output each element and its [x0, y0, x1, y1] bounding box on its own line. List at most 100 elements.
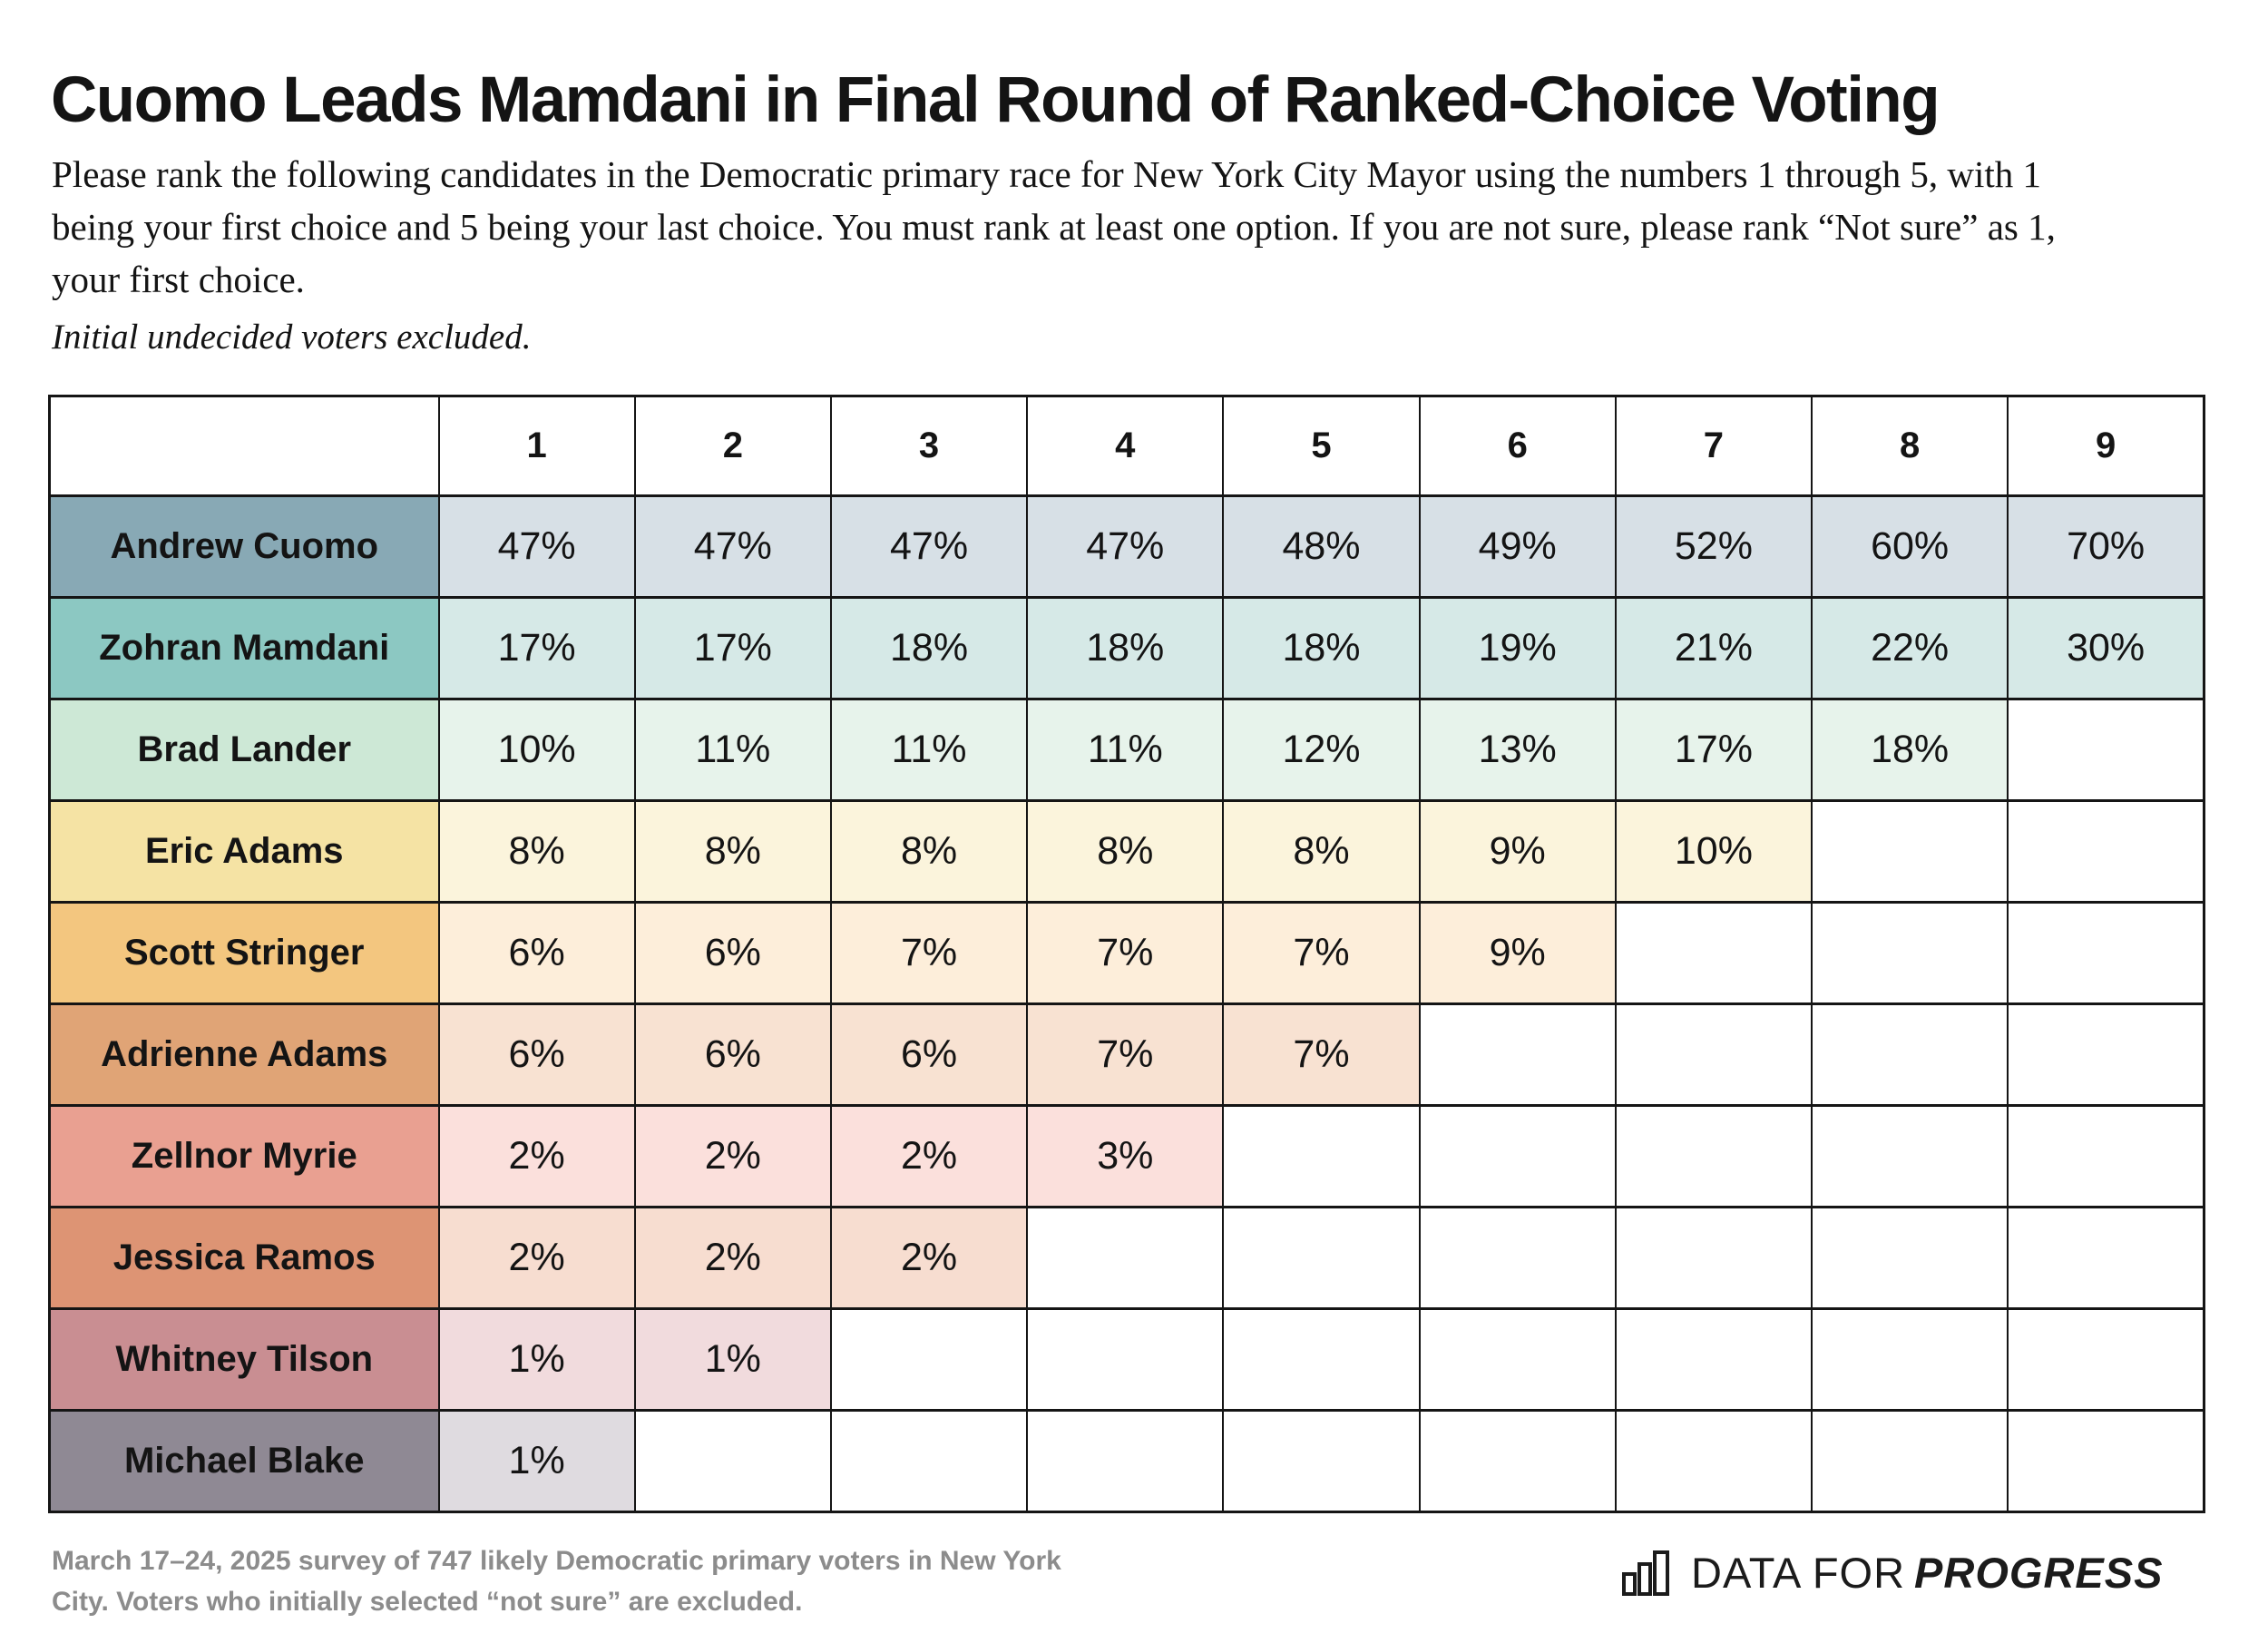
round-column-header: 2 — [633, 395, 832, 497]
candidate-row: Scott Stringer 6% 6% 7% 7% 7% 9% — [48, 901, 2205, 1005]
value-cell — [1614, 1409, 1813, 1513]
value-cell: 18% — [1811, 698, 2009, 802]
value-cell: 10% — [1614, 799, 1813, 904]
value-cell — [1418, 1002, 1617, 1107]
value-cell — [2007, 799, 2205, 904]
value-cell — [2007, 698, 2205, 802]
value-cell — [1811, 799, 2009, 904]
value-cell: 1% — [437, 1307, 636, 1412]
candidate-row: Zohran Mamdani 17% 17% 18% 18% 18% 19% 21% 22% 30… — [48, 596, 2205, 700]
round-column-header: 7 — [1614, 395, 1813, 497]
value-cell: 60% — [1811, 494, 2009, 599]
round-column-header: 8 — [1811, 395, 2009, 497]
round-column-header: 3 — [829, 395, 1029, 497]
value-cell: 2% — [633, 1104, 832, 1208]
value-cell: 7% — [829, 901, 1029, 1005]
value-cell: 52% — [1614, 494, 1813, 599]
round-column-header: 6 — [1418, 395, 1617, 497]
value-cell — [1811, 1409, 2009, 1513]
candidate-name-cell: Michael Blake — [48, 1409, 440, 1513]
candidate-row: Eric Adams 8% 8% 8% 8% 8% 9% 10% — [48, 799, 2205, 904]
value-cell: 19% — [1418, 596, 1617, 700]
candidate-name-cell: Zohran Mamdani — [48, 596, 440, 700]
value-cell — [1418, 1409, 1617, 1513]
value-cell: 22% — [1811, 596, 2009, 700]
value-cell — [1811, 1104, 2009, 1208]
value-cell: 11% — [1026, 698, 1225, 802]
value-cell — [2007, 1002, 2205, 1107]
value-cell: 10% — [437, 698, 636, 802]
candidate-row: Whitney Tilson 1% 1% — [48, 1307, 2205, 1412]
value-cell: 48% — [1222, 494, 1421, 599]
value-cell — [1026, 1409, 1225, 1513]
corner-cell — [48, 395, 440, 497]
value-cell — [1614, 1206, 1813, 1310]
value-cell: 7% — [1222, 901, 1421, 1005]
value-cell — [2007, 1307, 2205, 1412]
value-cell: 1% — [633, 1307, 832, 1412]
value-cell — [2007, 1104, 2205, 1208]
value-cell: 12% — [1222, 698, 1421, 802]
value-cell — [1614, 901, 1813, 1005]
value-cell — [1614, 1002, 1813, 1107]
value-cell: 8% — [1026, 799, 1225, 904]
candidate-name-cell: Adrienne Adams — [48, 1002, 440, 1107]
value-cell: 47% — [633, 494, 832, 599]
value-cell — [1811, 901, 2009, 1005]
value-cell: 2% — [437, 1206, 636, 1310]
value-cell — [1222, 1409, 1421, 1513]
value-cell: 2% — [829, 1104, 1029, 1208]
candidate-name-cell: Scott Stringer — [48, 901, 440, 1005]
value-cell: 70% — [2007, 494, 2205, 599]
value-cell — [1811, 1307, 2009, 1412]
value-cell: 8% — [437, 799, 636, 904]
logo-progress: PROGRESS — [1914, 1549, 2164, 1597]
value-cell — [1222, 1307, 1421, 1412]
value-cell: 6% — [829, 1002, 1029, 1107]
logo-text: DATA FOR PROGRESS — [1691, 1548, 2163, 1598]
value-cell: 8% — [1222, 799, 1421, 904]
value-cell: 17% — [437, 596, 636, 700]
value-cell: 18% — [1026, 596, 1225, 700]
value-cell: 9% — [1418, 901, 1617, 1005]
survey-question: Please rank the following candidates in … — [52, 148, 2056, 306]
value-cell: 6% — [437, 1002, 636, 1107]
candidate-name-cell: Whitney Tilson — [48, 1307, 440, 1412]
candidate-name-cell: Eric Adams — [48, 799, 440, 904]
logo-data-for: DATA FOR — [1691, 1549, 1906, 1597]
candidate-row: Zellnor Myrie 2% 2% 2% 3% — [48, 1104, 2205, 1208]
value-cell — [2007, 1409, 2205, 1513]
round-column-header: 9 — [2007, 395, 2205, 497]
value-cell: 2% — [633, 1206, 832, 1310]
value-cell: 7% — [1026, 1002, 1225, 1107]
candidate-name-cell: Andrew Cuomo — [48, 494, 440, 599]
candidate-row: Brad Lander 10% 11% 11% 11% 12% 13% 17% 18% — [48, 698, 2205, 802]
value-cell — [1222, 1104, 1421, 1208]
footer-note: March 17–24, 2025 survey of 747 likely D… — [52, 1540, 1061, 1622]
dfp-logo: DATA FOR PROGRESS — [1620, 1548, 2163, 1598]
value-cell — [1811, 1206, 2009, 1310]
value-cell — [1026, 1307, 1225, 1412]
value-cell: 13% — [1418, 698, 1617, 802]
candidate-name-cell: Brad Lander — [48, 698, 440, 802]
value-cell: 49% — [1418, 494, 1617, 599]
value-cell: 7% — [1222, 1002, 1421, 1107]
value-cell — [1614, 1307, 1813, 1412]
value-cell — [633, 1409, 832, 1513]
value-cell — [1222, 1206, 1421, 1310]
bar-chart-icon — [1620, 1549, 1673, 1598]
value-cell: 11% — [829, 698, 1029, 802]
value-cell: 47% — [1026, 494, 1225, 599]
value-cell: 9% — [1418, 799, 1617, 904]
value-cell — [1418, 1206, 1617, 1310]
candidate-row: Michael Blake 1% — [48, 1409, 2205, 1513]
survey-question-line: your first choice. — [52, 259, 305, 300]
candidate-row: Jessica Ramos 2% 2% 2% — [48, 1206, 2205, 1310]
value-cell — [2007, 901, 2205, 1005]
footer-note-line: City. Voters who initially selected “not… — [52, 1587, 803, 1617]
value-cell: 2% — [829, 1206, 1029, 1310]
value-cell — [829, 1409, 1029, 1513]
footer-note-line: March 17–24, 2025 survey of 747 likely D… — [52, 1546, 1061, 1576]
